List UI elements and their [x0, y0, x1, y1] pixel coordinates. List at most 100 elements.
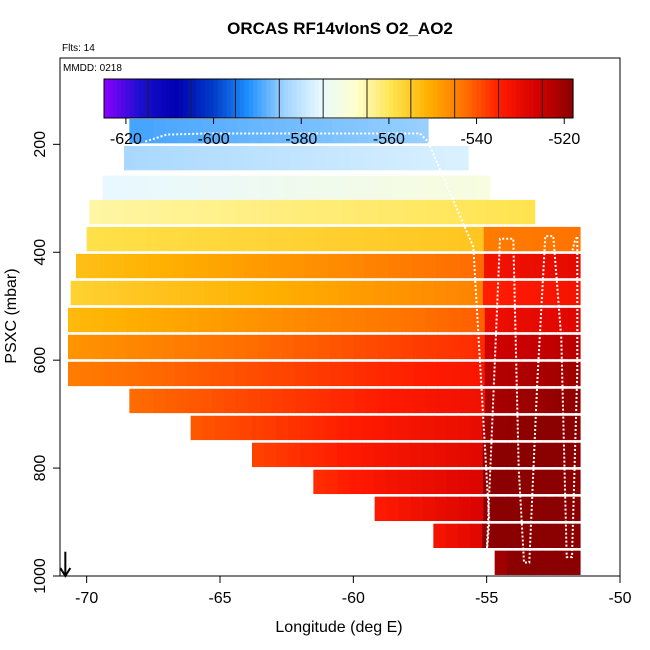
heatmap-cell	[236, 118, 250, 144]
heatmap-cell	[258, 307, 272, 333]
heatmap-cell	[449, 388, 463, 414]
heatmap-cell	[126, 175, 140, 200]
heatmap-cell	[437, 361, 450, 387]
heatmap-cell	[507, 226, 521, 252]
heatmap-cell	[242, 145, 256, 171]
heatmap-cell	[325, 280, 339, 306]
heatmap-cell	[426, 199, 439, 225]
heatmap-cell	[377, 361, 391, 387]
heatmap-cell	[288, 415, 301, 441]
heatmap-cell	[300, 415, 313, 441]
heatmap-cell	[531, 442, 545, 468]
heatmap-cell	[161, 199, 175, 225]
heatmap-cell	[260, 118, 274, 144]
heatmap-cell	[313, 280, 326, 306]
heatmap-cell	[70, 280, 84, 306]
heatmap-cell	[94, 280, 108, 306]
heatmap-cell	[270, 334, 283, 360]
heatmap-cell	[175, 175, 188, 200]
heatmap-cell	[185, 199, 199, 225]
heatmap-cell	[531, 415, 545, 441]
heatmap-cell	[324, 442, 338, 468]
heatmap-cell	[398, 496, 412, 522]
heatmap-cell	[423, 226, 437, 252]
x-tick-label: -50	[608, 590, 631, 607]
heatmap-cell	[234, 334, 248, 360]
heatmap-cell	[127, 307, 141, 333]
heatmap-cell	[129, 388, 142, 414]
heatmap-cell	[224, 388, 237, 414]
heatmap-cell	[235, 175, 249, 200]
heatmap-cell	[378, 388, 391, 414]
colorbar-swatch	[112, 79, 118, 118]
colorbar-swatch	[450, 79, 456, 118]
heatmap-cell	[195, 145, 208, 171]
heatmap-cell	[101, 199, 115, 225]
heatmap-cell	[471, 496, 484, 522]
colorbar-swatch	[235, 79, 241, 118]
heatmap-cell	[410, 280, 423, 306]
heatmap-cell	[375, 226, 389, 252]
heatmap-cell	[263, 415, 277, 441]
colorbar-swatch	[388, 79, 394, 118]
colorbar-swatch	[511, 79, 517, 118]
colorbar-swatch	[494, 79, 500, 118]
colorbar-swatch	[226, 79, 232, 118]
heatmap-cell	[496, 361, 510, 387]
heatmap-cell	[462, 199, 476, 225]
heatmap-cell	[401, 334, 414, 360]
colorbar-swatch	[147, 79, 153, 118]
heatmap-cell	[212, 388, 225, 414]
heatmap-cell	[496, 307, 510, 333]
heatmap-cell	[82, 280, 96, 306]
heatmap-cell	[555, 442, 569, 468]
heatmap-cell	[555, 550, 569, 575]
heatmap-cell	[425, 307, 438, 333]
heatmap-cell	[457, 523, 471, 549]
heatmap-cell	[377, 334, 391, 360]
heatmap-cell	[129, 118, 142, 144]
heatmap-cell	[446, 442, 460, 468]
heatmap-cell	[532, 307, 545, 333]
heatmap-cell	[366, 199, 379, 225]
heatmap-cell	[543, 469, 557, 495]
heatmap-cell	[234, 361, 248, 387]
heatmap-cell	[79, 334, 93, 360]
heatmap-cell	[131, 280, 145, 306]
heatmap-cell	[107, 280, 120, 306]
heatmap-cell	[389, 361, 402, 387]
heatmap-cell	[246, 334, 260, 360]
heatmap-cell	[194, 226, 208, 252]
colorbar-swatch	[489, 79, 495, 118]
heatmap-cell	[307, 388, 320, 414]
heatmap-cell	[437, 307, 450, 333]
heatmap-cell	[151, 175, 164, 200]
colorbar-swatch	[292, 79, 298, 118]
colorbar-swatch	[165, 79, 171, 118]
heatmap-cell	[103, 307, 117, 333]
colorbar-swatch	[108, 79, 114, 118]
heatmap-cell	[437, 388, 451, 414]
heatmap-cell	[436, 253, 449, 279]
heatmap-cell	[188, 388, 202, 414]
colorbar-swatch	[480, 79, 486, 118]
heatmap-cell	[555, 226, 569, 252]
heatmap-cell	[306, 334, 319, 360]
heatmap-cell	[422, 469, 436, 495]
heatmap-cell	[472, 307, 486, 333]
heatmap-cell	[495, 496, 509, 522]
heatmap-cell	[271, 388, 285, 414]
heatmap-cell	[122, 226, 136, 252]
heatmap-cell	[153, 118, 166, 144]
heatmap-cell	[218, 145, 232, 171]
heatmap-cell	[196, 253, 209, 279]
heatmap-cell	[543, 280, 557, 306]
heatmap-cell	[215, 415, 228, 441]
heatmap-cell	[416, 175, 430, 200]
heatmap-cell	[176, 388, 190, 414]
colorbar-swatch	[375, 79, 381, 118]
colorbar-swatch	[555, 79, 561, 118]
heatmap-cell	[397, 415, 411, 441]
heatmap-cell	[240, 280, 254, 306]
heatmap-cell	[337, 469, 351, 495]
